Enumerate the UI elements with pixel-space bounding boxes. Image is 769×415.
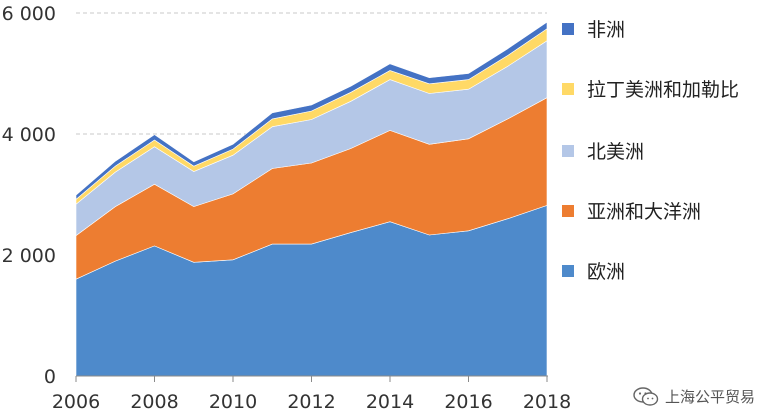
axes: 2006 2008 2010 2012 2014 2016 2018 0 2 000 4 000 6… [2, 3, 572, 413]
legend-label-亚洲和大洋洲: 亚洲和大洋洲 [587, 201, 701, 223]
watermark-text: 上海公平贸易 [664, 388, 755, 406]
x-tick-label-2014: 2014 [366, 391, 414, 413]
y-tick-label-2000: 2 000 [2, 245, 56, 267]
wechat-icon [633, 386, 659, 406]
x-tick-label-2008: 2008 [130, 391, 178, 413]
legend-swatch-非洲 [562, 23, 574, 35]
legend-label-欧洲: 欧洲 [587, 261, 625, 283]
y-tick-label-4000: 4 000 [2, 124, 56, 146]
x-tick-label-2010: 2010 [209, 391, 257, 413]
x-tick-label-2016: 2016 [444, 391, 492, 413]
legend-label-拉丁美洲和加勒比: 拉丁美洲和加勒比 [587, 79, 739, 101]
area-series-group [75, 21, 548, 377]
legend-swatch-欧洲 [562, 265, 574, 277]
area-series-4 [75, 21, 548, 200]
legend-swatch-拉丁美洲和加勒比 [562, 83, 574, 95]
legend-swatch-北美洲 [562, 145, 574, 157]
watermark: 上海公平贸易 [633, 386, 755, 407]
legend-label-非洲: 非洲 [587, 19, 625, 41]
x-tick-label-2012: 2012 [287, 391, 335, 413]
x-tick-label-2006: 2006 [52, 391, 100, 413]
y-tick-label-0: 0 [44, 366, 56, 388]
y-tick-label-6000: 6 000 [2, 3, 56, 25]
legend-label-北美洲: 北美洲 [587, 141, 644, 163]
x-tick-label-2018: 2018 [523, 391, 571, 413]
legend-swatch-亚洲和大洋洲 [562, 205, 574, 217]
